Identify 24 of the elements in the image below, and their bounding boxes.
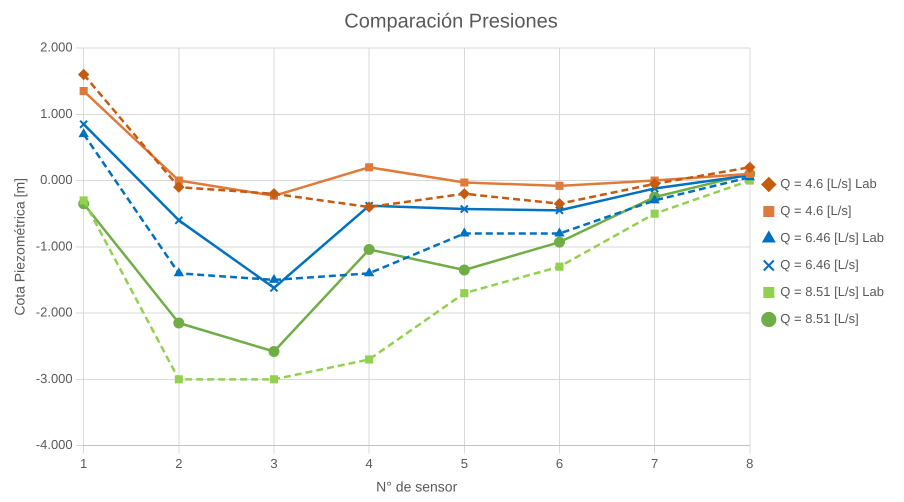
legend-label: Q = 6.46 [L/s] Lab: [780, 230, 884, 246]
x-tick-label: 2: [175, 456, 182, 471]
legend-label: Q = 8.51 [L/s]: [780, 311, 859, 326]
chart-title: Comparación Presiones: [344, 10, 558, 33]
y-tick-label: 2.000: [40, 40, 73, 55]
legend-label: Q = 6.46 [L/s]: [780, 257, 859, 272]
x-tick-label: 7: [651, 456, 658, 471]
legend-label: Q = 8.51 [L/s] Lab: [780, 284, 884, 300]
x-tick-label: 8: [746, 456, 754, 471]
y-axis-title: Cota Piezométrica [m]: [11, 178, 28, 316]
x-tick-label: 6: [556, 456, 564, 471]
x-tick-label: 3: [270, 456, 278, 471]
legend-label: Q = 4.6 [L/s] Lab: [780, 176, 877, 192]
x-tick-label: 1: [80, 456, 88, 471]
x-tick-label: 4: [366, 456, 373, 471]
y-tick-label: 1.000: [40, 106, 73, 121]
x-axis-title: N° de sensor: [376, 478, 458, 494]
y-tick-label: -1.000: [36, 238, 73, 254]
x-tick-label: 5: [460, 456, 468, 471]
y-tick-label: -2.000: [36, 304, 73, 320]
legend-label: Q = 4.6 [L/s]: [780, 203, 852, 218]
y-tick-label: -4.000: [36, 437, 73, 452]
y-tick-label: 0.000: [40, 172, 73, 188]
y-tick-label: -3.000: [36, 370, 73, 386]
